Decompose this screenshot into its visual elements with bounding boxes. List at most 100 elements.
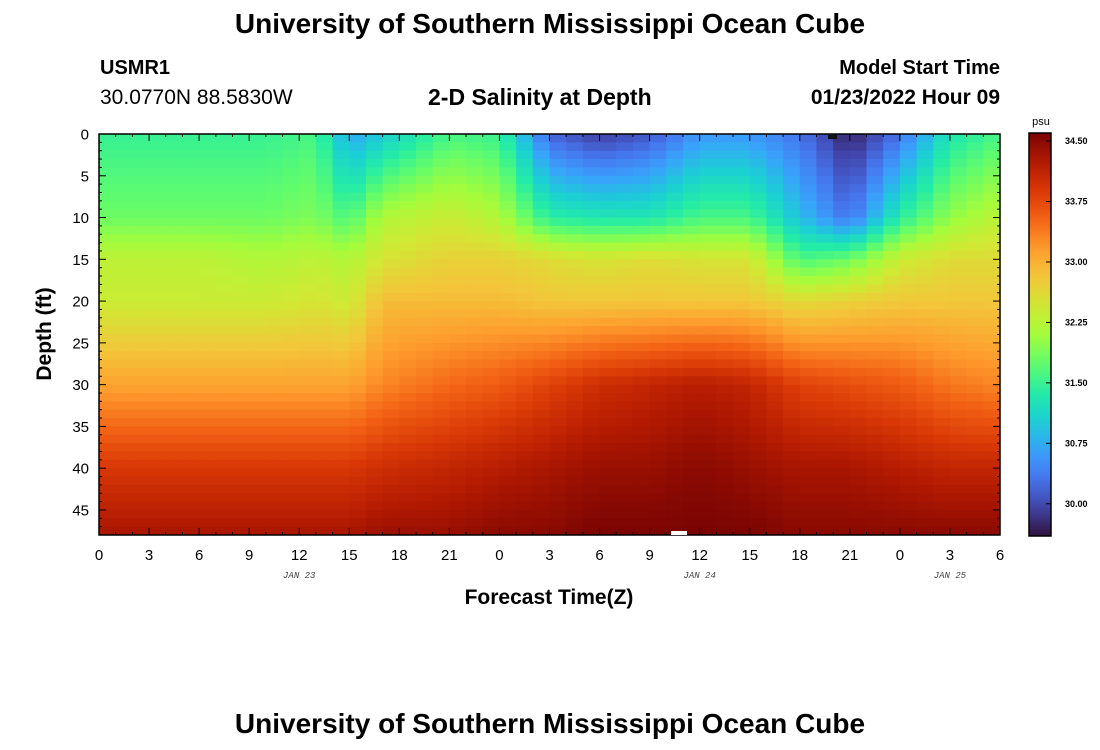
heatmap-cell xyxy=(232,150,250,160)
heatmap-cell xyxy=(482,518,501,528)
heatmap-cell xyxy=(866,209,884,219)
heatmap-cell xyxy=(382,142,400,152)
heatmap-cell xyxy=(916,301,934,311)
heatmap-cell xyxy=(632,259,651,269)
heatmap-cell xyxy=(549,409,567,419)
heatmap-cell xyxy=(766,142,784,152)
heatmap-cell xyxy=(682,459,701,469)
heatmap-cell xyxy=(416,342,434,352)
heatmap-cell xyxy=(299,134,317,143)
heatmap-cell xyxy=(566,225,584,235)
heatmap-cell xyxy=(733,359,751,369)
heatmap-cell xyxy=(949,501,968,511)
heatmap-cell xyxy=(449,142,467,152)
heatmap-cell xyxy=(916,409,934,419)
heatmap-cell xyxy=(265,376,284,386)
heatmap-cell xyxy=(399,259,417,269)
heatmap-cell xyxy=(849,392,868,402)
heatmap-cell xyxy=(199,426,217,436)
heatmap-cell xyxy=(482,468,501,478)
heatmap-cell xyxy=(699,384,717,394)
heatmap-cell xyxy=(482,301,501,311)
heatmap-cell xyxy=(799,342,818,352)
heatmap-cell xyxy=(466,501,484,511)
heatmap-cell xyxy=(649,409,667,419)
heatmap-cell xyxy=(282,451,300,461)
heatmap-cell xyxy=(449,309,467,319)
heatmap-cell xyxy=(866,142,884,152)
heatmap-cell xyxy=(733,342,751,352)
heatmap-cell xyxy=(249,509,267,519)
heatmap-cell xyxy=(232,250,250,260)
heatmap-cell xyxy=(449,326,467,336)
heatmap-cell xyxy=(582,459,601,469)
heatmap-cell xyxy=(966,359,984,369)
heatmap-cell xyxy=(449,426,467,436)
heatmap-cell xyxy=(666,225,684,235)
heatmap-cell xyxy=(315,242,334,252)
heatmap-cell xyxy=(466,184,484,194)
heatmap-cell xyxy=(682,326,701,336)
heatmap-cell xyxy=(165,142,184,152)
heatmap-cell xyxy=(916,175,934,185)
heatmap-cell xyxy=(516,284,534,294)
heatmap-cell xyxy=(532,401,551,411)
heatmap-cell xyxy=(799,484,818,494)
heatmap-cell xyxy=(649,426,667,436)
heatmap-cell xyxy=(265,392,284,402)
heatmap-cell xyxy=(349,142,367,152)
heatmap-cell xyxy=(315,175,334,185)
heatmap-cell xyxy=(416,501,434,511)
heatmap-cell xyxy=(215,401,234,411)
heatmap-cell xyxy=(449,376,467,386)
heatmap-cell xyxy=(766,367,784,377)
heatmap-cell xyxy=(599,159,617,169)
heatmap-cell xyxy=(332,276,350,285)
heatmap-cell xyxy=(382,309,400,319)
heatmap-cell xyxy=(783,392,801,402)
heatmap-cell xyxy=(115,167,133,177)
heatmap-cell xyxy=(516,451,534,461)
heatmap-cell xyxy=(849,526,868,535)
heatmap-cell xyxy=(733,326,751,336)
heatmap-cell xyxy=(282,342,300,352)
heatmap-cell xyxy=(299,142,317,152)
heatmap-cell xyxy=(649,234,667,244)
heatmap-cell xyxy=(616,434,634,444)
heatmap-cell xyxy=(599,234,617,244)
heatmap-cell xyxy=(549,200,567,210)
heatmap-cell xyxy=(315,159,334,169)
heatmap-cell xyxy=(115,292,133,302)
heatmap-cell xyxy=(983,284,1000,294)
colorbar-label: 32.25 xyxy=(1065,317,1088,327)
heatmap-cell xyxy=(466,175,484,185)
heatmap-cell xyxy=(466,192,484,202)
heatmap-cell xyxy=(966,342,984,352)
heatmap-cell xyxy=(249,167,267,177)
heatmap-cell xyxy=(799,276,818,285)
heatmap-cell xyxy=(449,484,467,494)
heatmap-cell xyxy=(349,292,367,302)
heatmap-cell xyxy=(165,484,184,494)
y-axis-title: Depth (ft) xyxy=(33,287,56,380)
heatmap-cell xyxy=(499,225,517,235)
heatmap-cell xyxy=(449,493,467,503)
heatmap-cell xyxy=(983,267,1000,277)
heatmap-cell xyxy=(783,242,801,252)
heatmap-cell xyxy=(149,401,167,411)
heatmap-cell xyxy=(182,501,200,511)
heatmap-cell xyxy=(616,200,634,210)
heatmap-cell xyxy=(566,509,584,519)
heatmap-cell xyxy=(165,426,184,436)
heatmap-cell xyxy=(716,526,734,535)
heatmap-cell xyxy=(582,501,601,511)
heatmap-cell xyxy=(783,367,801,377)
heatmap-cell xyxy=(632,392,651,402)
heatmap-cell xyxy=(799,359,818,369)
heatmap-cell xyxy=(249,434,267,444)
heatmap-cell xyxy=(315,200,334,210)
heatmap-cell xyxy=(783,267,801,277)
heatmap-cell xyxy=(532,259,551,269)
heatmap-cell xyxy=(916,493,934,503)
heatmap-cell xyxy=(466,351,484,361)
